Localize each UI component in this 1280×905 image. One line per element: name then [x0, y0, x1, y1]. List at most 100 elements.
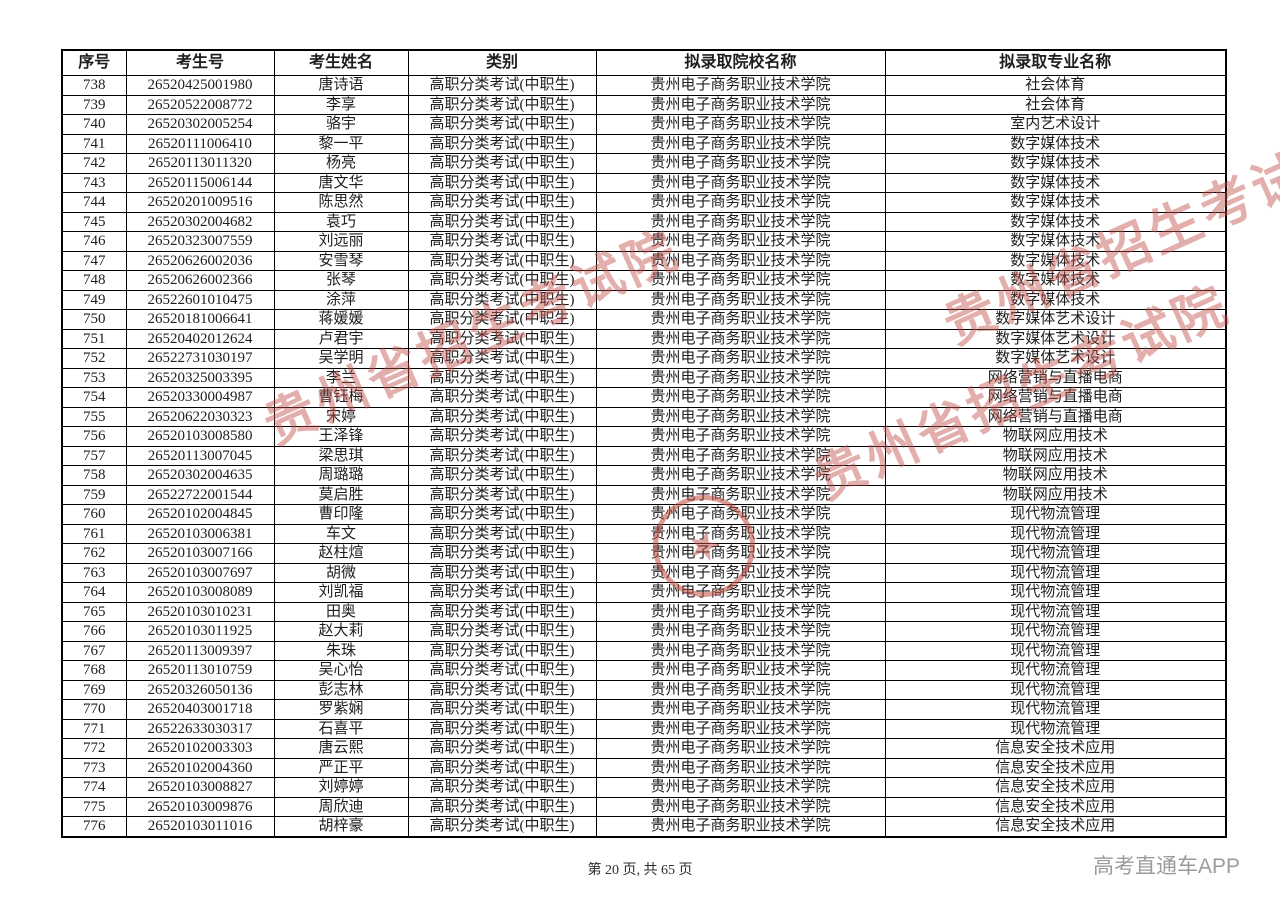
- cell-candidate-name: 唐文华: [273, 172, 409, 193]
- cell-college: 贵州电子商务职业技术学院: [595, 75, 886, 96]
- cell-category: 高职分类考试(中职生): [407, 504, 597, 525]
- cell-serial: 763: [61, 562, 127, 583]
- table-row: 742 26520113011320 杨亮 高职分类考试(中职生) 贵州电子商务职业技术…: [61, 153, 1227, 174]
- cell-candidate-number: 26522722001544: [125, 484, 275, 505]
- table-row: 772 26520102003303 唐云熙 高职分类考试(中职生) 贵州电子商务职业技…: [61, 738, 1227, 759]
- cell-candidate-number: 26520103008827: [125, 777, 275, 798]
- cell-major: 数字媒体技术: [884, 211, 1227, 232]
- cell-candidate-name: 蒋媛媛: [273, 309, 409, 330]
- cell-serial: 762: [61, 543, 127, 564]
- cell-category: 高职分类考试(中职生): [407, 426, 597, 447]
- cell-major: 网络营销与直播电商: [884, 367, 1227, 388]
- table-row: 774 26520103008827 刘婷婷 高职分类考试(中职生) 贵州电子商务职业技…: [61, 777, 1227, 798]
- cell-college: 贵州电子商务职业技术学院: [595, 348, 886, 369]
- cell-major: 数字媒体技术: [884, 172, 1227, 193]
- cell-candidate-name: 彭志林: [273, 679, 409, 700]
- cell-college: 贵州电子商务职业技术学院: [595, 816, 886, 837]
- cell-category: 高职分类考试(中职生): [407, 211, 597, 232]
- table-row: 754 26520330004987 曹钰梅 高职分类考试(中职生) 贵州电子商务职业技…: [61, 387, 1227, 408]
- table-row: 761 26520103006381 车文 高职分类考试(中职生) 贵州电子商务职业技术…: [61, 523, 1227, 544]
- cell-college: 贵州电子商务职业技术学院: [595, 465, 886, 486]
- cell-candidate-name: 杨亮: [273, 153, 409, 174]
- cell-major: 数字媒体技术: [884, 250, 1227, 271]
- cell-serial: 773: [61, 757, 127, 778]
- cell-serial: 739: [61, 94, 127, 115]
- cell-college: 贵州电子商务职业技术学院: [595, 757, 886, 778]
- cell-college: 贵州电子商务职业技术学院: [595, 621, 886, 642]
- cell-candidate-name: 赵大莉: [273, 621, 409, 642]
- cell-candidate-name: 卢君宇: [273, 328, 409, 349]
- table-row: 759 26522722001544 莫启胜 高职分类考试(中职生) 贵州电子商务职业技…: [61, 484, 1227, 505]
- table-row: 763 26520103007697 胡微 高职分类考试(中职生) 贵州电子商务职业技术…: [61, 562, 1227, 583]
- cell-college: 贵州电子商务职业技术学院: [595, 543, 886, 564]
- table-row: 764 26520103008089 刘凯福 高职分类考试(中职生) 贵州电子商务职业技…: [61, 582, 1227, 603]
- cell-category: 高职分类考试(中职生): [407, 367, 597, 388]
- cell-candidate-name: 赵柱煊: [273, 543, 409, 564]
- cell-major: 现代物流管理: [884, 699, 1227, 720]
- column-header-serial: 序号: [61, 49, 127, 76]
- table-row: 739 26520522008772 李享 高职分类考试(中职生) 贵州电子商务职业技术…: [61, 94, 1227, 115]
- cell-serial: 751: [61, 328, 127, 349]
- cell-major: 信息安全技术应用: [884, 757, 1227, 778]
- cell-serial: 740: [61, 114, 127, 135]
- cell-college: 贵州电子商务职业技术学院: [595, 94, 886, 115]
- cell-category: 高职分类考试(中职生): [407, 250, 597, 271]
- cell-serial: 743: [61, 172, 127, 193]
- cell-serial: 760: [61, 504, 127, 525]
- admission-roster-table: 序号 考生号 考生姓名 类别 拟录取院校名称 拟录取专业名称 738 265204…: [61, 49, 1227, 838]
- cell-candidate-name: 周璐璐: [273, 465, 409, 486]
- cell-serial: 759: [61, 484, 127, 505]
- cell-major: 数字媒体艺术设计: [884, 348, 1227, 369]
- cell-category: 高职分类考试(中职生): [407, 543, 597, 564]
- table-row: 765 26520103010231 田奥 高职分类考试(中职生) 贵州电子商务职业技术…: [61, 601, 1227, 622]
- cell-serial: 761: [61, 523, 127, 544]
- cell-college: 贵州电子商务职业技术学院: [595, 250, 886, 271]
- cell-college: 贵州电子商务职业技术学院: [595, 328, 886, 349]
- cell-category: 高职分类考试(中职生): [407, 445, 597, 466]
- cell-category: 高职分类考试(中职生): [407, 153, 597, 174]
- cell-college: 贵州电子商务职业技术学院: [595, 679, 886, 700]
- column-header-major: 拟录取专业名称: [884, 49, 1227, 76]
- cell-category: 高职分类考试(中职生): [407, 757, 597, 778]
- cell-serial: 771: [61, 718, 127, 739]
- cell-college: 贵州电子商务职业技术学院: [595, 699, 886, 720]
- table-row: 766 26520103011925 赵大莉 高职分类考试(中职生) 贵州电子商务职业技…: [61, 621, 1227, 642]
- cell-major: 物联网应用技术: [884, 426, 1227, 447]
- cell-candidate-name: 唐云熙: [273, 738, 409, 759]
- cell-major: 现代物流管理: [884, 679, 1227, 700]
- table-row: 776 26520103011016 胡梓豪 高职分类考试(中职生) 贵州电子商务职业技…: [61, 816, 1227, 837]
- cell-major: 现代物流管理: [884, 601, 1227, 622]
- cell-major: 网络营销与直播电商: [884, 387, 1227, 408]
- cell-college: 贵州电子商务职业技术学院: [595, 367, 886, 388]
- cell-category: 高职分类考试(中职生): [407, 679, 597, 700]
- cell-serial: 769: [61, 679, 127, 700]
- cell-candidate-number: 26520113010759: [125, 660, 275, 681]
- cell-candidate-number: 26520425001980: [125, 75, 275, 96]
- cell-candidate-number: 26520103011016: [125, 816, 275, 837]
- cell-candidate-name: 莫启胜: [273, 484, 409, 505]
- cell-candidate-name: 石喜平: [273, 718, 409, 739]
- cell-candidate-name: 骆宇: [273, 114, 409, 135]
- cell-candidate-name: 唐诗语: [273, 75, 409, 96]
- cell-college: 贵州电子商务职业技术学院: [595, 192, 886, 213]
- cell-major: 现代物流管理: [884, 582, 1227, 603]
- cell-category: 高职分类考试(中职生): [407, 114, 597, 135]
- table-row: 771 26522633030317 石喜平 高职分类考试(中职生) 贵州电子商务职业技…: [61, 718, 1227, 739]
- cell-candidate-name: 严正平: [273, 757, 409, 778]
- cell-candidate-name: 罗紫娴: [273, 699, 409, 720]
- cell-candidate-name: 刘远丽: [273, 231, 409, 252]
- cell-major: 数字媒体技术: [884, 192, 1227, 213]
- cell-candidate-number: 26520103011925: [125, 621, 275, 642]
- cell-major: 现代物流管理: [884, 523, 1227, 544]
- cell-category: 高职分类考试(中职生): [407, 816, 597, 837]
- cell-college: 贵州电子商务职业技术学院: [595, 387, 886, 408]
- cell-candidate-name: 胡微: [273, 562, 409, 583]
- table-row: 773 26520102004360 严正平 高职分类考试(中职生) 贵州电子商务职业技…: [61, 757, 1227, 778]
- cell-college: 贵州电子商务职业技术学院: [595, 738, 886, 759]
- brand-watermark: 高考直通车APP: [1092, 855, 1240, 878]
- cell-college: 贵州电子商务职业技术学院: [595, 484, 886, 505]
- cell-major: 数字媒体技术: [884, 289, 1227, 310]
- cell-college: 贵州电子商务职业技术学院: [595, 601, 886, 622]
- cell-major: 数字媒体艺术设计: [884, 328, 1227, 349]
- cell-category: 高职分类考试(中职生): [407, 387, 597, 408]
